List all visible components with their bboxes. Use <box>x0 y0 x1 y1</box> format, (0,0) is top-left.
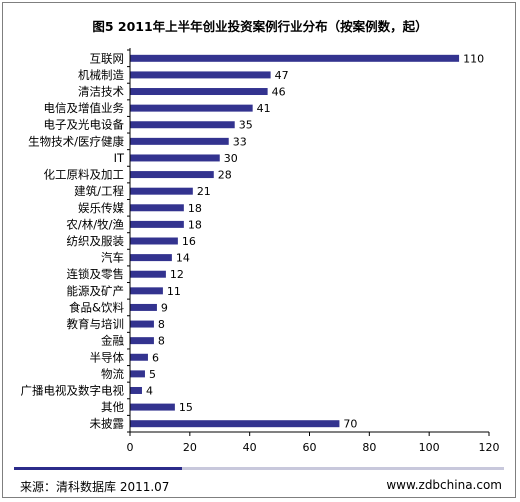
x-tick-label: 20 <box>183 441 197 454</box>
value-label: 8 <box>158 335 165 348</box>
category-label: 能源及矿产 <box>67 284 125 298</box>
bar <box>130 370 145 378</box>
bar <box>130 171 214 179</box>
bar <box>130 220 184 228</box>
x-tick-label: 40 <box>243 441 257 454</box>
footer-band <box>14 467 504 470</box>
bar <box>130 320 154 328</box>
bar <box>130 237 178 245</box>
category-label: 电子及光电设备 <box>44 118 125 132</box>
chart-frame <box>2 2 516 498</box>
value-label: 110 <box>463 52 484 65</box>
value-label: 18 <box>188 218 202 231</box>
x-tick-label: 120 <box>479 441 500 454</box>
value-label: 5 <box>149 368 156 381</box>
bar <box>130 154 220 162</box>
value-label: 9 <box>161 301 168 314</box>
x-tick-label: 100 <box>419 441 440 454</box>
bar <box>130 88 268 96</box>
value-label: 70 <box>343 418 357 431</box>
category-label: 机械制造 <box>78 68 124 82</box>
bar <box>130 187 193 195</box>
bar <box>130 137 229 145</box>
category-label: 其他 <box>101 400 124 414</box>
category-label: 纺织及服装 <box>67 234 125 248</box>
value-label: 30 <box>224 152 238 165</box>
category-label: 教育与培训 <box>67 317 125 331</box>
value-label: 33 <box>233 135 247 148</box>
category-label: 互联网 <box>90 51 125 65</box>
website-label: www.zdbchina.com <box>386 478 502 492</box>
category-label: 农/林/牧/渔 <box>66 217 124 231</box>
bar <box>130 121 235 129</box>
category-label: 清洁技术 <box>78 85 124 99</box>
bar <box>130 303 157 311</box>
value-label: 35 <box>239 119 253 132</box>
value-label: 47 <box>275 69 289 82</box>
category-label: 未披露 <box>90 417 125 431</box>
footer-band-light <box>182 467 504 470</box>
bar <box>130 54 460 62</box>
value-label: 14 <box>176 252 190 265</box>
category-label: 娱乐传媒 <box>78 201 124 215</box>
x-tick-label: 80 <box>362 441 376 454</box>
bar <box>130 270 166 278</box>
value-label: 46 <box>272 86 286 99</box>
bar <box>130 104 253 112</box>
category-label: 生物技术/医疗健康 <box>28 134 124 148</box>
bar <box>130 337 154 345</box>
category-label: 电信及增值业务 <box>44 101 125 115</box>
category-label: 物流 <box>101 367 124 381</box>
bar <box>130 353 148 361</box>
axes-group: 0 20 40 60 80 100 120 <box>127 48 500 454</box>
source-note: 来源：清科数据库 2011.07 <box>20 480 170 494</box>
bar <box>130 71 271 79</box>
value-label: 41 <box>257 102 271 115</box>
category-label: 汽车 <box>101 251 124 265</box>
category-label: 化工原料及加工 <box>44 168 125 182</box>
category-label: 广播电视及数字电视 <box>21 383 125 397</box>
value-label: 16 <box>182 235 196 248</box>
category-label: 建筑/工程 <box>74 184 124 198</box>
value-label: 15 <box>179 401 193 414</box>
value-label: 12 <box>170 268 184 281</box>
bar <box>130 386 142 394</box>
bar <box>130 420 340 428</box>
value-label: 28 <box>218 169 232 182</box>
category-label: 金融 <box>101 334 124 348</box>
value-label: 11 <box>167 285 181 298</box>
bars-group <box>130 54 460 428</box>
category-label: 食品&饮料 <box>69 300 124 314</box>
bar <box>130 254 172 262</box>
footer-band-dark <box>14 467 182 470</box>
x-tick-label: 0 <box>127 441 134 454</box>
category-label: IT <box>114 151 125 165</box>
value-label: 18 <box>188 202 202 215</box>
bar <box>130 204 184 212</box>
bar <box>130 287 163 295</box>
value-label: 6 <box>152 351 159 364</box>
bar <box>130 403 175 411</box>
value-label: 21 <box>197 185 211 198</box>
category-label: 连锁及零售 <box>67 267 125 281</box>
value-label: 8 <box>158 318 165 331</box>
value-label: 4 <box>146 384 153 397</box>
x-tick-label: 60 <box>303 441 317 454</box>
chart-title: 图5 2011年上半年创业投资案例行业分布（按案例数，起） <box>92 19 428 34</box>
category-label: 半导体 <box>90 350 125 364</box>
